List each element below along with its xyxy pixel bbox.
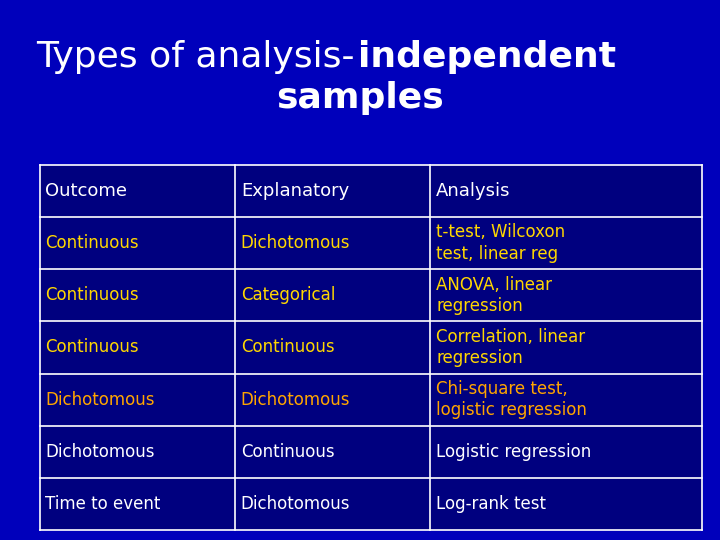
Text: Categorical: Categorical	[240, 286, 335, 304]
Text: Explanatory: Explanatory	[240, 182, 349, 200]
Text: Analysis: Analysis	[436, 182, 510, 200]
Text: t-test, Wilcoxon
test, linear reg: t-test, Wilcoxon test, linear reg	[436, 223, 565, 263]
Text: Dichotomous: Dichotomous	[45, 391, 155, 409]
Text: Dichotomous: Dichotomous	[240, 495, 350, 513]
Text: Dichotomous: Dichotomous	[240, 391, 350, 409]
Text: Types of analysis-: Types of analysis-	[37, 40, 355, 73]
Text: Dichotomous: Dichotomous	[45, 443, 155, 461]
Text: Dichotomous: Dichotomous	[240, 234, 350, 252]
Text: Continuous: Continuous	[240, 443, 334, 461]
Text: samples: samples	[276, 82, 444, 115]
Text: Continuous: Continuous	[45, 286, 139, 304]
Text: Log-rank test: Log-rank test	[436, 495, 546, 513]
Text: Time to event: Time to event	[45, 495, 161, 513]
Text: Logistic regression: Logistic regression	[436, 443, 591, 461]
Text: Outcome: Outcome	[45, 182, 127, 200]
Text: ANOVA, linear
regression: ANOVA, linear regression	[436, 275, 552, 315]
Text: Chi-square test,
logistic regression: Chi-square test, logistic regression	[436, 380, 587, 420]
Text: Continuous: Continuous	[45, 234, 139, 252]
Text: independent: independent	[358, 40, 616, 73]
Text: Continuous: Continuous	[240, 339, 334, 356]
Bar	[40, 165, 702, 530]
Text: Correlation, linear
regression: Correlation, linear regression	[436, 328, 585, 367]
Text: Continuous: Continuous	[45, 339, 139, 356]
